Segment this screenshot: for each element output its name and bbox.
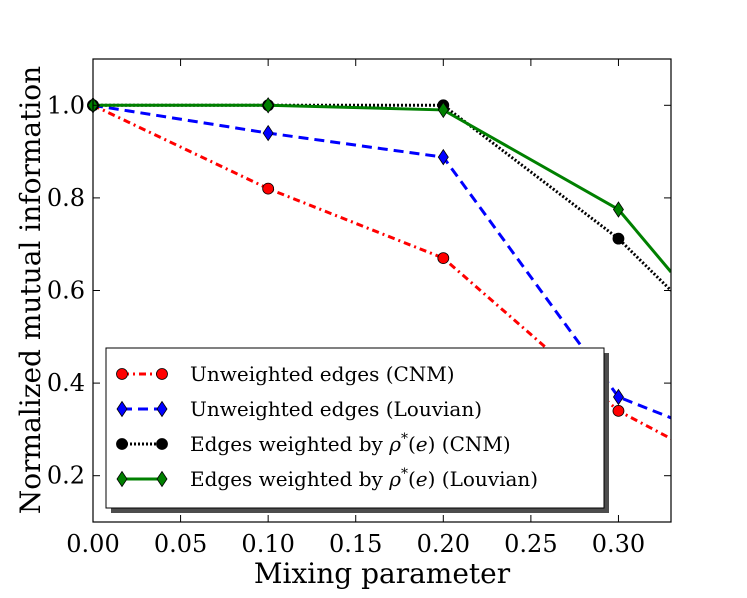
x-tick-label: 0.10 xyxy=(241,530,294,558)
legend-label-part: ρ xyxy=(388,432,401,456)
legend-label-part: * xyxy=(401,431,408,447)
y-tick-label: 0.8 xyxy=(47,184,85,212)
series-4-point xyxy=(262,97,274,114)
legend-label-2: Unweighted edges (Louvian) xyxy=(190,397,482,421)
legend-label-part: ( xyxy=(408,467,416,491)
series-line-1 xyxy=(93,103,671,440)
legend-label-part: Edges weighted by xyxy=(190,467,389,491)
x-tick-label: 0.25 xyxy=(504,530,557,558)
legend-marker-right-4 xyxy=(156,470,168,488)
legend-marker-left-3 xyxy=(116,438,128,450)
x-tick-label: 0.00 xyxy=(66,530,119,558)
series-2-point xyxy=(437,148,449,166)
series-4-point xyxy=(612,201,624,218)
series-2-point xyxy=(612,388,624,406)
legend-marker-left-4 xyxy=(116,470,128,488)
x-tick-label: 0.05 xyxy=(154,530,207,558)
series-3-point xyxy=(612,232,625,245)
series-1-point xyxy=(262,182,275,195)
x-axis-title: Mixing parameter xyxy=(254,557,511,590)
y-axis-title: Normalized mutual information xyxy=(14,66,47,514)
x-tick-label: 0.20 xyxy=(417,530,470,558)
legend-box xyxy=(105,347,605,509)
legend-marker-left-1 xyxy=(116,368,128,380)
legend-label-part: (Louvian) xyxy=(435,467,538,491)
y-tick-label: 0.6 xyxy=(47,277,85,305)
legend-label-part: Edges weighted by xyxy=(190,432,389,456)
legend-label-part: (CNM) xyxy=(435,432,510,456)
y-tick-label: 1.0 xyxy=(47,91,85,119)
legend-marker-right-3 xyxy=(156,438,168,450)
legend-marker-right-1 xyxy=(156,368,168,380)
series-4-point xyxy=(437,101,449,119)
plot-frame xyxy=(92,58,672,523)
legend-label-part: ) xyxy=(428,432,436,456)
legend: Unweighted edges (CNM) Unweighted edges (… xyxy=(105,347,609,513)
legend-label-part: e xyxy=(416,467,428,491)
series-1-point xyxy=(612,404,625,417)
legend-marker-left-2 xyxy=(116,400,128,418)
legend-label-3: Edges weighted by ρ*(e) (CNM) xyxy=(190,431,511,456)
legend-label-part: e xyxy=(416,432,428,456)
y-tick-label: 0.2 xyxy=(47,462,85,490)
legend-label-1: Unweighted edges (CNM) xyxy=(190,362,455,386)
legend-label-part: ) xyxy=(428,467,436,491)
legend-label-part: ρ xyxy=(388,467,401,491)
legend-marker-right-2 xyxy=(156,400,168,418)
series-1-point xyxy=(437,252,450,264)
x-tick-label: 0.30 xyxy=(592,530,645,558)
legend-label-4: Edges weighted by ρ*(e) (Louvian) xyxy=(190,466,538,491)
series-2-point xyxy=(262,124,274,142)
x-tick-label: 0.15 xyxy=(329,530,382,558)
y-tick-label: 0.4 xyxy=(47,369,85,397)
legend-label-part: ( xyxy=(408,432,416,456)
legend-label-part: * xyxy=(401,466,408,482)
